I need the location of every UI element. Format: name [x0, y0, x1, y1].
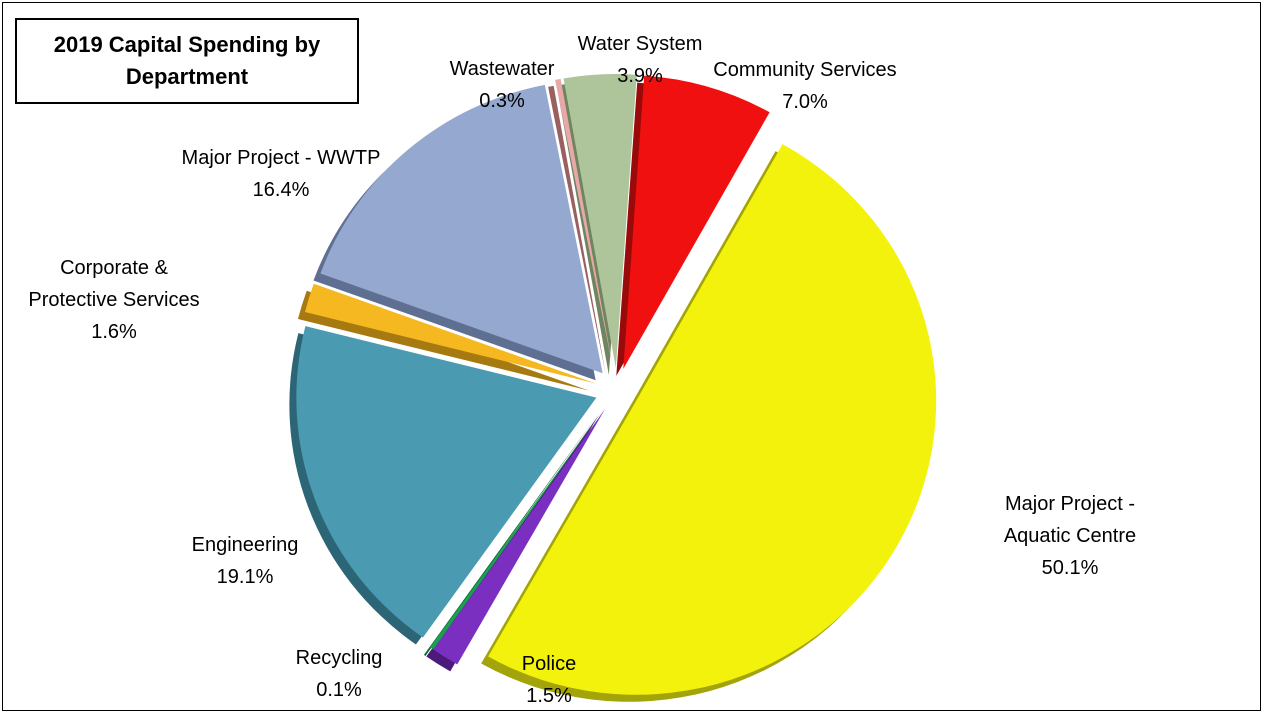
- slice-label-line: Police: [522, 653, 576, 675]
- chart-title-box: 2019 Capital Spending by Department: [15, 18, 359, 104]
- slice-label-line: 1.5%: [526, 685, 572, 707]
- slice-label: Corporate & Protective Services 1.6%: [28, 257, 199, 343]
- slice-label-line: 50.1%: [1042, 557, 1099, 579]
- slice-label: Major Project - Aquatic Centre 50.1%: [1004, 493, 1136, 579]
- slice-label-line: 0.3%: [479, 90, 525, 112]
- slice-label-line: Major Project - WWTP: [182, 147, 381, 169]
- pie-slice: [430, 407, 605, 650]
- slice-label-line: 16.4%: [253, 179, 310, 201]
- slice-label-line: Recycling: [296, 647, 383, 669]
- pie-slice: [320, 84, 603, 374]
- slice-label-line: Wastewater: [450, 58, 555, 80]
- slice-label: Water System 3.9%: [578, 33, 703, 87]
- slice-label-line: Major Project -: [1005, 493, 1135, 515]
- pie-slice: [488, 144, 937, 695]
- slice-label-line: 7.0%: [782, 91, 828, 113]
- slice-label-line: 3.9%: [617, 65, 663, 87]
- slice-label-line: Engineering: [192, 534, 299, 556]
- pie-slice: [563, 74, 637, 369]
- pie-slice: [623, 75, 770, 369]
- slice-label: Police 1.5%: [522, 653, 576, 707]
- pie-slice: [555, 78, 613, 369]
- pie-slice: [433, 408, 606, 665]
- slice-label-line: Protective Services: [28, 289, 199, 311]
- slice-label-line: Corporate &: [60, 257, 168, 279]
- slice-label-line: 1.6%: [91, 321, 137, 343]
- chart-title: 2019 Capital Spending by Department: [53, 32, 321, 89]
- slice-label-line: 0.1%: [316, 679, 362, 701]
- slice-label-line: Aquatic Centre: [1004, 525, 1136, 547]
- pie-slice-side: [548, 85, 606, 376]
- pie-slice: [304, 283, 596, 384]
- slice-label: Recycling 0.1%: [296, 647, 383, 701]
- slice-label-line: Water System: [578, 33, 703, 55]
- pie-slice-side: [423, 414, 598, 656]
- slice-label: Wastewater 0.3%: [450, 58, 555, 112]
- slice-label: Major Project - WWTP 16.4%: [182, 147, 381, 201]
- slice-label-line: 19.1%: [217, 566, 274, 588]
- pie-slice: [296, 326, 597, 638]
- slice-label: Engineering 19.1%: [192, 534, 299, 588]
- pie-slice-tops: [296, 74, 937, 695]
- slice-label-line: Community Services: [713, 59, 896, 81]
- slice-label: Community Services 7.0%: [713, 59, 896, 113]
